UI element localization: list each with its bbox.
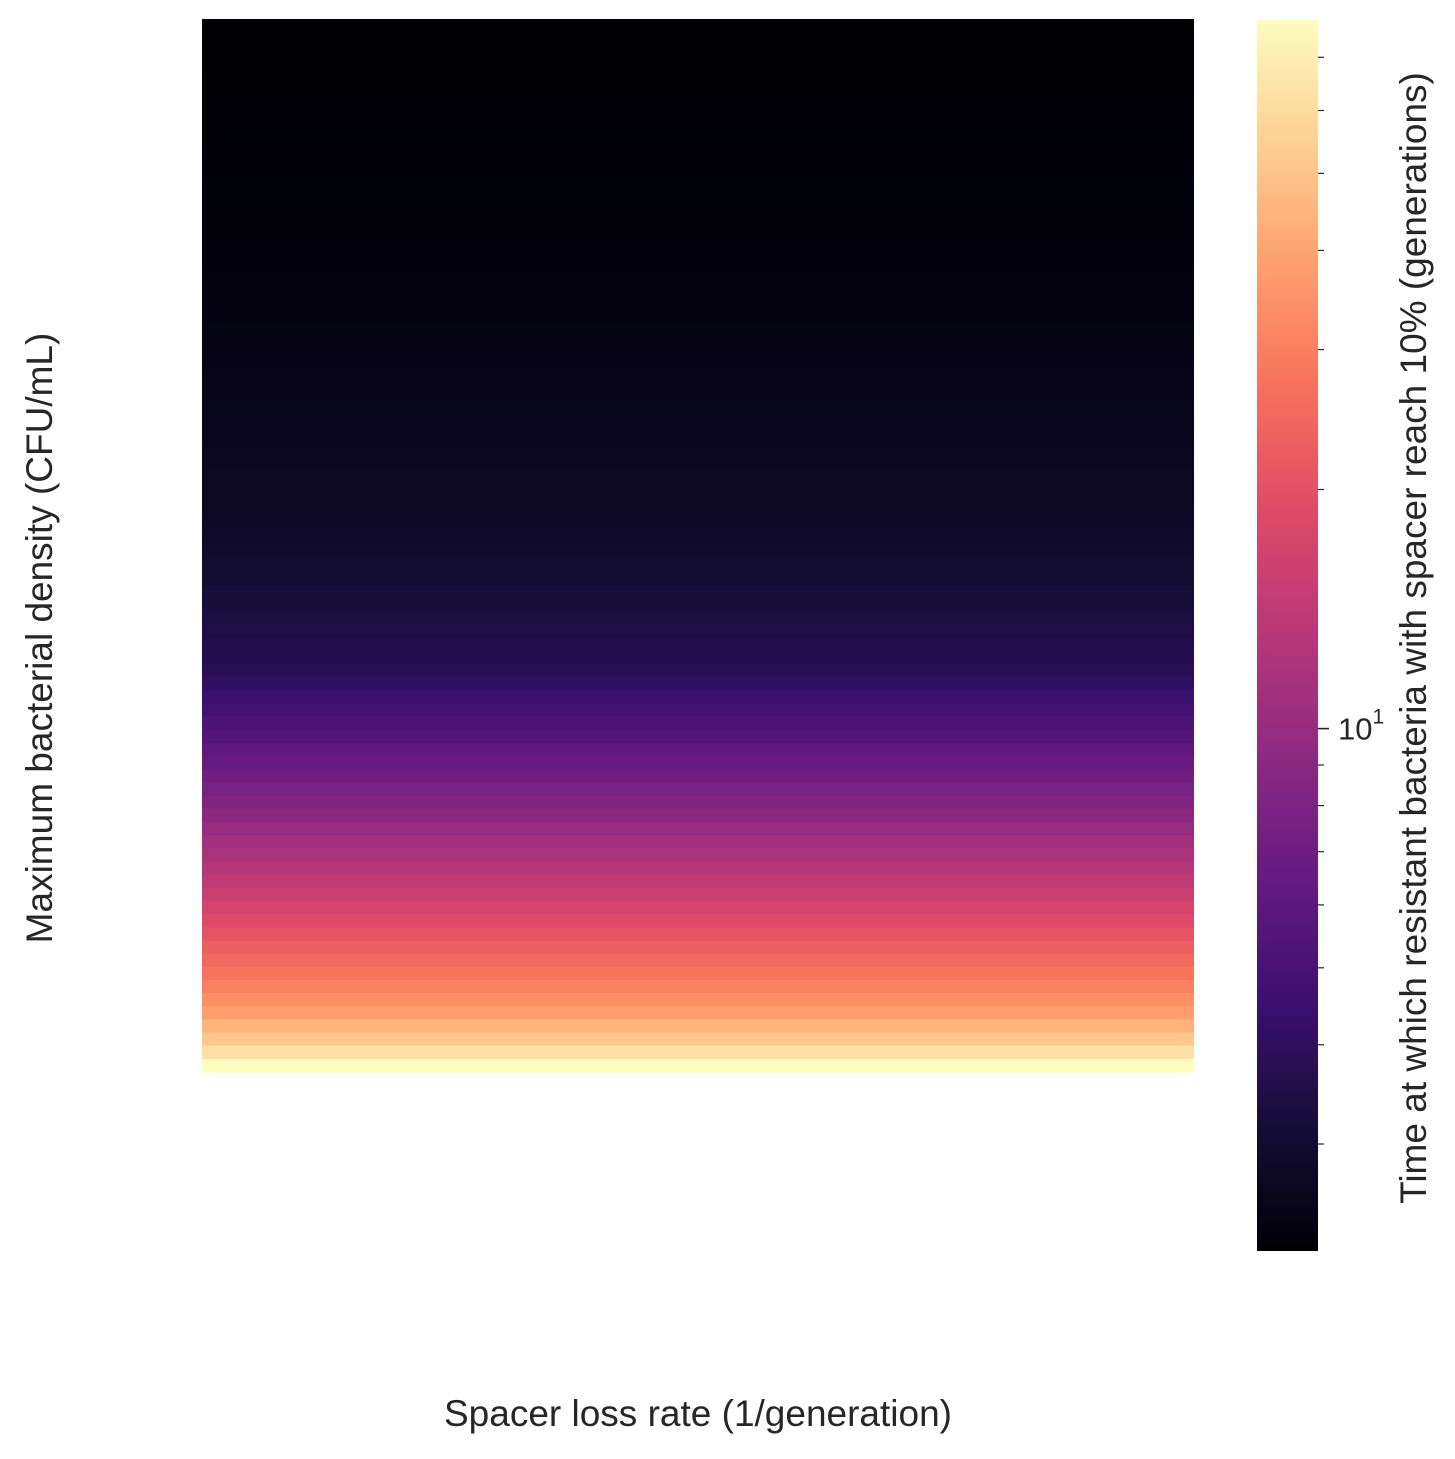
heatmap-cell [202, 611, 1194, 626]
heatmap-cell [202, 295, 1194, 310]
heatmap-cell [202, 413, 1194, 428]
y-axis-label: Maximum bacterial density (CFU/mL) [19, 333, 60, 944]
heatmap-cell [202, 124, 1194, 139]
heatmap-cell [202, 821, 1194, 836]
heatmap-cells [202, 19, 1194, 1073]
heatmap-cell [202, 242, 1194, 257]
heatmap-cell [202, 19, 1194, 33]
heatmap-cell [202, 163, 1194, 178]
heatmap-cell [202, 1019, 1194, 1034]
heatmap-cell [202, 795, 1194, 810]
heatmap-cell [202, 584, 1194, 599]
heatmap-cell [202, 255, 1194, 270]
heatmap-cell [202, 137, 1194, 152]
heatmap-cell [202, 492, 1194, 507]
heatmap-cell [202, 466, 1194, 481]
heatmap-cell [202, 203, 1194, 218]
heatmap-cell [202, 900, 1194, 915]
heatmap-cell [202, 45, 1194, 60]
heatmap-cell [202, 84, 1194, 99]
heatmap-cell [202, 808, 1194, 823]
heatmap-cell [202, 598, 1194, 612]
heatmap-cell [202, 650, 1194, 665]
heatmap-cell [202, 677, 1194, 691]
heatmap-cell [202, 150, 1194, 165]
heatmap-cell [202, 914, 1194, 928]
heatmap-cell [202, 927, 1194, 941]
heatmap-cell [202, 1045, 1194, 1060]
colorbar-tick-label: 101 [1338, 706, 1384, 747]
heatmap-cell [202, 861, 1194, 876]
heatmap-cell [202, 1058, 1194, 1073]
heatmap-cell [202, 1032, 1194, 1047]
heatmap-cell [202, 887, 1194, 902]
heatmap-cell [202, 387, 1194, 402]
colorbar-label: Time at which resistant bacteria with sp… [1393, 72, 1434, 1204]
heatmap-cell [202, 979, 1194, 994]
heatmap-cell [202, 216, 1194, 231]
heatmap-cell [202, 545, 1194, 560]
heatmap-cell [202, 637, 1194, 652]
heatmap-cell [202, 703, 1194, 718]
heatmap-cell [202, 176, 1194, 191]
x-axis-label: Spacer loss rate (1/generation) [444, 1393, 952, 1434]
heatmap-cell [202, 506, 1194, 520]
heatmap-cell [202, 1006, 1194, 1020]
heatmap-cell [202, 229, 1194, 244]
heatmap-cell [202, 282, 1194, 297]
heatmap-cell [202, 558, 1194, 573]
heatmap-cell [202, 782, 1194, 797]
heatmap-cell [202, 532, 1194, 547]
heatmap-cell [202, 848, 1194, 862]
heatmap-cell [202, 269, 1194, 283]
heatmap-cell [202, 690, 1194, 705]
heatmap-cell [202, 742, 1194, 757]
colorbar [1257, 20, 1318, 1251]
heatmap-cell [202, 111, 1194, 125]
heatmap-cell [202, 427, 1194, 441]
heatmap-cell [202, 361, 1194, 375]
heatmap-cell [202, 97, 1194, 112]
heatmap-cell [202, 769, 1194, 784]
heatmap-cell [202, 440, 1194, 454]
heatmap-cell [202, 58, 1194, 73]
heatmap-cell [202, 374, 1194, 389]
heatmap-cell [202, 400, 1194, 415]
heatmap-cell [202, 348, 1194, 362]
heatmap-cell [202, 663, 1194, 678]
heatmap-cell [202, 716, 1194, 731]
heatmap-cell [202, 32, 1194, 46]
heatmap-cell [202, 190, 1194, 204]
heatmap-cell [202, 624, 1194, 639]
heatmap-cell [202, 321, 1194, 336]
heatmap-cell [202, 966, 1194, 981]
heatmap-cell [202, 835, 1194, 849]
heatmap-cell [202, 940, 1194, 955]
heatmap-cell [202, 756, 1194, 770]
heatmap-cell [202, 334, 1194, 349]
heatmap-cell [202, 953, 1194, 968]
heatmap-cell [202, 71, 1194, 86]
heatmap-cell [202, 519, 1194, 533]
heatmap-cell [202, 874, 1194, 889]
heatmap-cell [202, 571, 1194, 586]
heatmap-cell [202, 453, 1194, 468]
heatmap-cell [202, 308, 1194, 323]
heatmap-cell [202, 479, 1194, 494]
heatmap-cell [202, 729, 1194, 744]
colorbar-ticks: 101 [1318, 56, 1384, 1145]
heatmap-cell [202, 993, 1194, 1007]
